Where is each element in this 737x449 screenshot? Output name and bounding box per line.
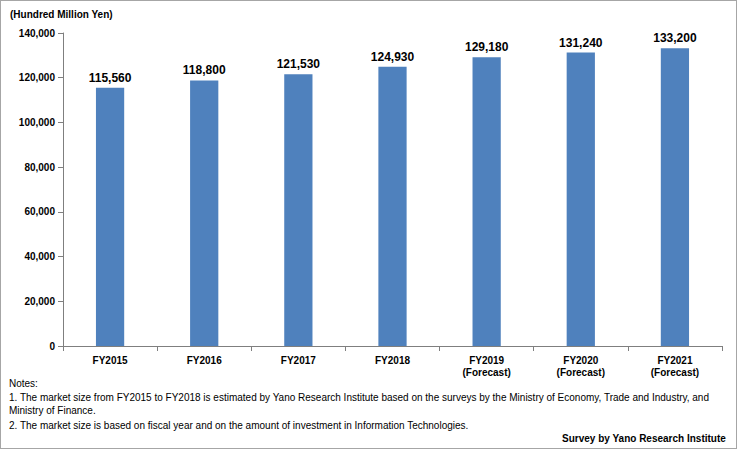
svg-text:(Forecast): (Forecast) <box>651 367 699 378</box>
svg-text:120,000: 120,000 <box>19 72 56 83</box>
svg-text:FY2018: FY2018 <box>375 355 410 366</box>
svg-text:60,000: 60,000 <box>24 206 55 217</box>
svg-text:131,240: 131,240 <box>559 36 603 50</box>
svg-text:FY2019: FY2019 <box>469 355 504 366</box>
svg-text:129,180: 129,180 <box>465 40 509 54</box>
svg-text:121,530: 121,530 <box>277 57 321 71</box>
svg-text:Notes:: Notes: <box>9 378 38 389</box>
svg-text:20,000: 20,000 <box>24 296 55 307</box>
svg-text:140,000: 140,000 <box>19 28 56 39</box>
svg-text:Survey by Yano Research Instit: Survey by Yano Research Institute <box>562 433 726 444</box>
svg-text:1. The market size from FY2015: 1. The market size from FY2015 to FY2018… <box>9 392 712 403</box>
svg-text:FY2021: FY2021 <box>657 355 692 366</box>
svg-text:(Forecast): (Forecast) <box>462 367 510 378</box>
svg-text:0: 0 <box>49 341 55 352</box>
svg-text:Ministry of Finance.: Ministry of Finance. <box>9 405 96 416</box>
svg-text:FY2020: FY2020 <box>563 355 598 366</box>
svg-text:133,200: 133,200 <box>653 31 697 45</box>
svg-text:2. The market size is based on: 2. The market size is based on fiscal ye… <box>9 420 468 431</box>
svg-text:118,800: 118,800 <box>183 63 226 77</box>
svg-text:115,560: 115,560 <box>89 71 132 85</box>
svg-text:FY2016: FY2016 <box>187 355 222 366</box>
svg-text:80,000: 80,000 <box>24 162 55 173</box>
svg-text:124,930: 124,930 <box>371 50 415 64</box>
svg-text:FY2017: FY2017 <box>281 355 316 366</box>
svg-text:40,000: 40,000 <box>24 251 55 262</box>
svg-text:(Forecast): (Forecast) <box>557 367 605 378</box>
svg-text:FY2015: FY2015 <box>93 355 128 366</box>
svg-text:100,000: 100,000 <box>19 117 56 128</box>
svg-text:(Hundred Million Yen): (Hundred Million Yen) <box>10 9 113 20</box>
